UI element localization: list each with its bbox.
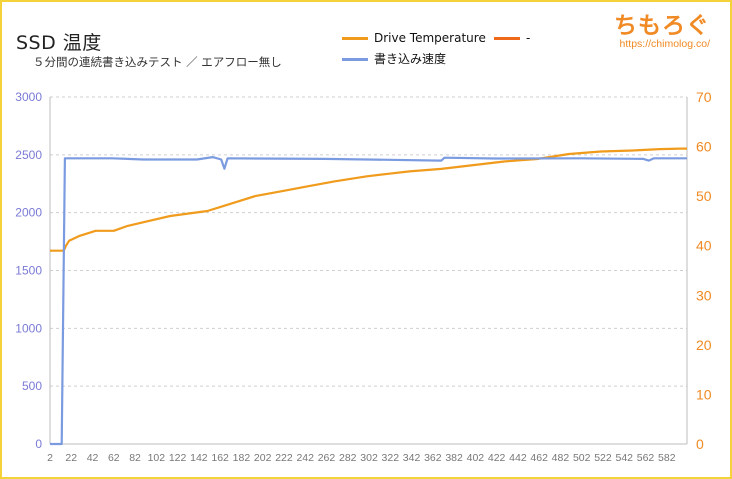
legend-item-temperature: Drive Temperature xyxy=(342,30,486,46)
legend-swatch-dash xyxy=(494,37,520,40)
y-left-tick-label: 2500 xyxy=(15,148,42,162)
legend-swatch-temperature xyxy=(342,37,368,40)
y-right-tick-label: 50 xyxy=(696,188,712,204)
y-right-tick-label: 20 xyxy=(696,337,712,353)
x-tick-label: 242 xyxy=(296,452,314,464)
legend-item-dash: - xyxy=(494,30,530,46)
x-tick-label: 282 xyxy=(339,452,357,464)
x-tick-label: 462 xyxy=(530,452,548,464)
legend-label-dash: - xyxy=(526,31,531,45)
x-tick-label: 42 xyxy=(87,452,99,464)
x-tick-label: 222 xyxy=(275,452,293,464)
x-tick-label: 162 xyxy=(211,452,229,464)
x-tick-label: 342 xyxy=(403,452,421,464)
x-tick-label: 122 xyxy=(169,452,187,464)
y-left-tick-label: 1500 xyxy=(15,264,42,278)
brand-url: https://chimolog.co/ xyxy=(619,38,710,50)
x-tick-label: 102 xyxy=(148,452,166,464)
legend-label-write-speed: 書き込み速度 xyxy=(374,52,447,66)
y-right-tick-label: 0 xyxy=(696,436,704,452)
x-tick-label: 562 xyxy=(637,452,655,464)
x-tick-label: 182 xyxy=(233,452,251,464)
x-tick-label: 302 xyxy=(360,452,378,464)
y-right-tick-label: 60 xyxy=(696,139,712,155)
legend-label-temperature: Drive Temperature xyxy=(374,31,486,45)
x-tick-label: 142 xyxy=(190,452,208,464)
y-right-tick-label: 40 xyxy=(696,238,712,254)
x-tick-label: 202 xyxy=(254,452,272,464)
y-left-tick-label: 3000 xyxy=(15,90,42,104)
brand-watermark: ちもろぐ https://chimolog.co/ xyxy=(614,6,710,50)
y-right-tick-label: 70 xyxy=(696,89,712,105)
x-tick-label: 382 xyxy=(445,452,463,464)
y-left-tick-label: 0 xyxy=(35,437,42,451)
x-tick-label: 362 xyxy=(424,452,442,464)
y-left-tick-label: 500 xyxy=(22,379,42,393)
legend-swatch-write-speed xyxy=(342,58,368,61)
x-tick-label: 402 xyxy=(467,452,485,464)
x-tick-label: 502 xyxy=(573,452,591,464)
x-tick-label: 582 xyxy=(658,452,676,464)
y-right-tick-label: 10 xyxy=(696,386,712,402)
series-line-0 xyxy=(50,147,687,252)
chart-title: SSD 温度 xyxy=(16,32,102,54)
brand-logo: ちもろぐ xyxy=(614,13,710,39)
series-line-2 xyxy=(50,156,687,446)
x-tick-label: 442 xyxy=(509,452,527,464)
x-tick-label: 522 xyxy=(594,452,612,464)
x-tick-label: 542 xyxy=(615,452,633,464)
x-tick-label: 482 xyxy=(552,452,570,464)
x-tick-label: 422 xyxy=(488,452,506,464)
x-tick-label: 262 xyxy=(318,452,336,464)
x-tick-label: 322 xyxy=(382,452,400,464)
y-left-tick-label: 1000 xyxy=(15,321,42,335)
chart-subtitle: ５分間の連続書き込みテスト ／ エアフロー無し xyxy=(33,55,282,69)
x-tick-label: 82 xyxy=(129,452,141,464)
y-left-tick-label: 2000 xyxy=(15,206,42,220)
x-tick-label: 2 xyxy=(47,452,53,464)
x-tick-label: 22 xyxy=(65,452,77,464)
y-right-tick-label: 30 xyxy=(696,287,712,303)
legend-item-write-speed: 書き込み速度 xyxy=(342,51,446,67)
x-tick-label: 62 xyxy=(108,452,120,464)
